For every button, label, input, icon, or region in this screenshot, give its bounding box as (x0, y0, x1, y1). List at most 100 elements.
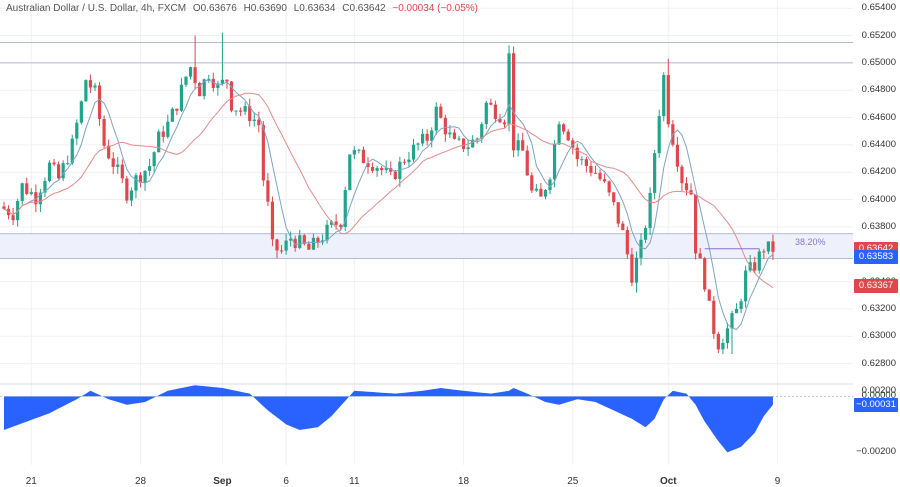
candle-body (730, 313, 734, 329)
support-zone (0, 233, 853, 259)
candle-body (589, 165, 593, 173)
ma-slow-line (3, 92, 774, 289)
candle-body (384, 168, 388, 171)
candle-body (29, 192, 33, 194)
price-tick-label: 0.64000 (861, 193, 896, 205)
price-tick-label: 0.63200 (861, 302, 896, 314)
candle-body (257, 119, 261, 126)
candle-body (593, 172, 598, 174)
candle-body (466, 147, 470, 150)
price-tick-label: 0.65200 (861, 29, 896, 41)
oscillator-area (4, 385, 773, 453)
candle-body (243, 106, 247, 112)
ohlc-low: L0.63634 (293, 3, 336, 14)
chart-header: Australian Dollar / U.S. Dollar, 4h, FXC… (6, 3, 482, 14)
candle-body (716, 333, 720, 350)
osc-tick-label: 0.00000 (861, 390, 896, 402)
candle-body (325, 224, 329, 241)
candle-body (357, 149, 361, 151)
candle-body (57, 164, 61, 179)
candle-body (161, 131, 165, 137)
candle-body (79, 101, 83, 123)
candle-body (475, 138, 479, 140)
candle-body (370, 166, 375, 171)
time-tick-label: Sep (213, 476, 232, 487)
ohlc-close: C0.63642 (342, 3, 386, 14)
candle-body (25, 183, 29, 194)
candle-body (307, 243, 311, 250)
moving-average-lines (3, 79, 774, 330)
candle-body (562, 124, 566, 132)
candle-body (530, 175, 534, 191)
candle-body (625, 230, 629, 255)
candle-body (548, 179, 552, 191)
candle-body (2, 206, 6, 209)
candle-body (525, 150, 529, 176)
candle-body (298, 235, 302, 248)
candle-body (157, 131, 161, 153)
candle-body (489, 102, 493, 105)
candle-body (566, 131, 570, 141)
candle-body (694, 194, 698, 254)
candle-body (97, 85, 102, 119)
candle-body (389, 168, 393, 172)
candle-body (34, 192, 38, 205)
candle-body (66, 163, 70, 165)
candle-body (480, 124, 484, 139)
osc-tick-label: 0.00200 (861, 384, 896, 396)
candle-body (648, 192, 652, 228)
time-tick-label: 25 (567, 476, 579, 487)
candle-body (166, 121, 170, 137)
candle-body (698, 253, 702, 259)
candle-body (138, 175, 143, 183)
candle-body (61, 163, 65, 179)
candle-body (234, 110, 238, 112)
candle-body (734, 308, 739, 314)
candle-body (198, 83, 202, 97)
candle-body (580, 159, 584, 161)
candle-body (366, 163, 370, 167)
candle-body (507, 53, 511, 125)
candle-body (339, 224, 343, 227)
candle-body (725, 328, 730, 343)
candle-body (753, 262, 757, 271)
horizontal-levels (0, 41, 853, 259)
osc-value-tag: −0.00031 (854, 398, 898, 413)
candle-body (407, 159, 411, 163)
candle-body (184, 76, 188, 85)
osc-tick-label: −0.00200 (856, 446, 896, 458)
candle-body (289, 238, 293, 241)
candle-body (143, 170, 147, 183)
time-tick-label: 18 (457, 476, 470, 487)
candle-body (666, 75, 670, 125)
candle-body (302, 235, 306, 244)
candle-body (225, 79, 229, 82)
candle-body (662, 75, 666, 117)
candle-body (675, 144, 679, 167)
candle-body (188, 67, 193, 77)
candle-body (343, 189, 347, 227)
price-tick-label: 0.63000 (861, 330, 896, 342)
candle-body (680, 166, 684, 184)
candle-body (653, 153, 657, 193)
candle-body (425, 133, 429, 141)
candle-body (252, 119, 256, 122)
candle-body (261, 125, 265, 181)
candle-body (766, 241, 770, 252)
candle-body (607, 181, 611, 193)
candle-body (84, 80, 88, 102)
price-change: −0.00034 (−0.05%) (392, 3, 478, 14)
candle-body (448, 132, 452, 135)
candle-body (707, 289, 711, 301)
candle-body (216, 83, 220, 89)
candle-body (361, 149, 366, 164)
candle-body (534, 188, 538, 191)
candle-body (461, 138, 466, 150)
candle-body (493, 104, 497, 119)
candle-body (516, 140, 520, 151)
candle-body (152, 152, 156, 167)
candle-body (634, 257, 639, 283)
candle-body (266, 180, 270, 202)
candle-body (20, 183, 24, 202)
price-tick-label: 0.63800 (861, 220, 896, 232)
